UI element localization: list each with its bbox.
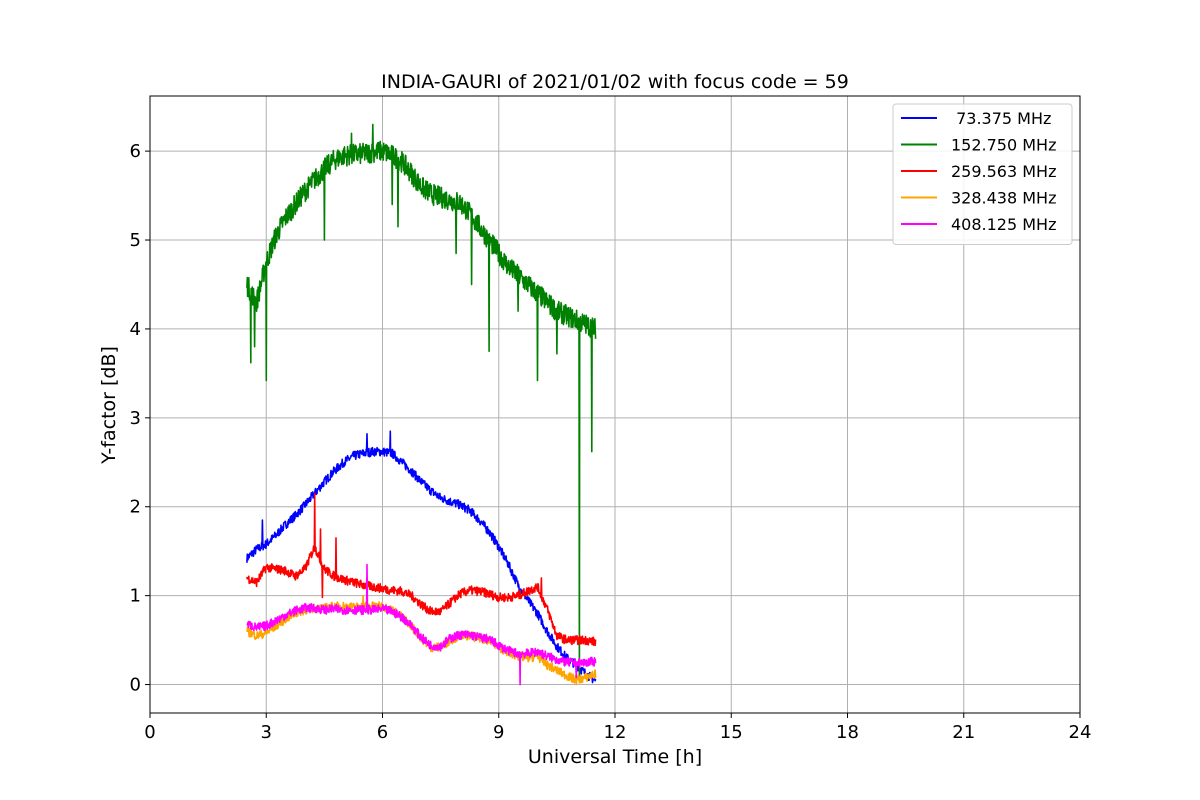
y-tick-label: 0: [130, 675, 141, 696]
y-tick-label: 1: [130, 586, 141, 607]
x-tick-label: 21: [952, 722, 975, 743]
x-tick-label: 0: [144, 722, 155, 743]
legend-label: 73.375 MHz: [951, 109, 1051, 128]
legend-label: 259.563 MHz: [951, 162, 1056, 181]
x-tick-label: 9: [493, 722, 504, 743]
y-tick-label: 3: [130, 408, 141, 429]
y-tick-label: 4: [130, 319, 141, 340]
x-tick-label: 18: [836, 722, 859, 743]
series-line: [246, 430, 597, 684]
legend: 73.375 MHz 152.750 MHz 259.563 MHz 328.438 …: [892, 103, 1073, 245]
y-tick-label: 6: [130, 141, 141, 162]
legend-label: 152.750 MHz: [951, 136, 1056, 155]
x-tick-label: 3: [261, 722, 272, 743]
chart-title: INDIA-GAURI of 2021/01/02 with focus cod…: [381, 71, 849, 93]
series-line: [246, 563, 597, 686]
y-tick-label: 5: [130, 230, 141, 251]
x-tick-label: 12: [604, 722, 627, 743]
plot-series: [246, 123, 597, 686]
series-line: [246, 123, 597, 681]
legend-box: [892, 103, 1073, 245]
x-tick-label: 24: [1069, 722, 1092, 743]
x-tick-label: 6: [377, 722, 388, 743]
y-axis-label: Y-factor [dB]: [98, 346, 120, 465]
legend-label: 408.125 MHz: [951, 215, 1056, 234]
x-tick-label: 15: [720, 722, 743, 743]
legend-label: 328.438 MHz: [951, 189, 1056, 208]
series-line: [246, 492, 597, 647]
x-axis-label: Universal Time [h]: [528, 746, 702, 768]
y-tick-label: 2: [130, 497, 141, 518]
